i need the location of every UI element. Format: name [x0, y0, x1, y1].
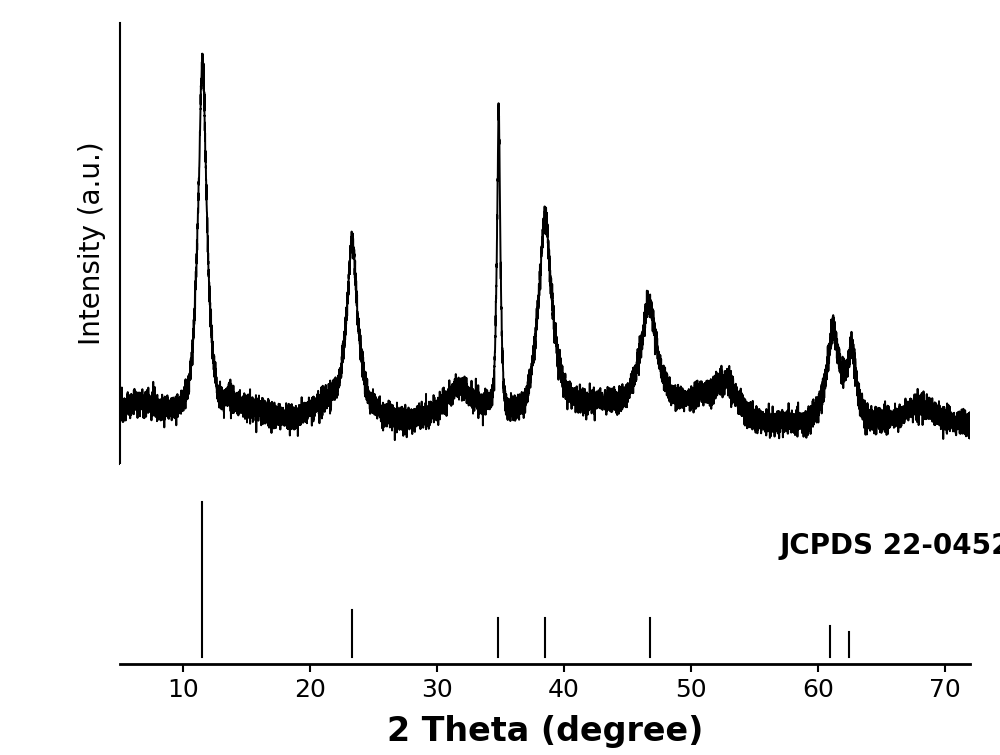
Y-axis label: Intensity (a.u.): Intensity (a.u.) [78, 141, 106, 345]
Text: JCPDS 22-0452: JCPDS 22-0452 [780, 532, 1000, 559]
X-axis label: 2 Theta (degree): 2 Theta (degree) [387, 716, 703, 748]
